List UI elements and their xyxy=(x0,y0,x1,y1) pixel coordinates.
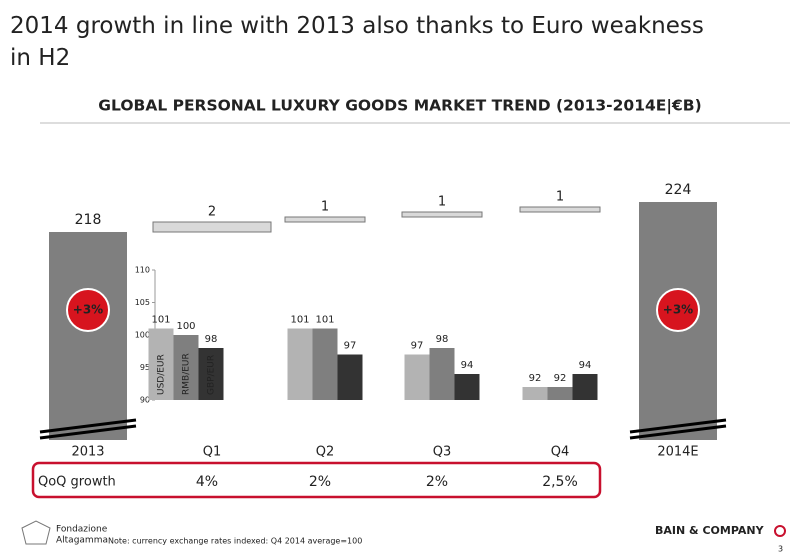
x-tick-label: 2014E xyxy=(657,445,698,460)
value-label: 98 xyxy=(436,334,449,345)
value-label: 94 xyxy=(579,360,592,371)
value-label: 94 xyxy=(461,360,474,371)
x-tick-label: 2013 xyxy=(71,445,104,460)
y-tick-label: 100 xyxy=(135,331,150,340)
value-label: 101 xyxy=(315,315,334,326)
x-tick-label: Q2 xyxy=(316,445,335,460)
badge xyxy=(656,288,700,332)
increment-bar xyxy=(519,206,601,213)
bar xyxy=(337,354,363,400)
value-label: 97 xyxy=(411,341,424,352)
logo-left: Fondazione xyxy=(56,525,108,535)
bar xyxy=(547,387,573,400)
increment-bar xyxy=(284,216,366,223)
bar xyxy=(312,328,338,400)
x-tick-label: Q3 xyxy=(433,445,452,460)
page-number: 3 xyxy=(778,545,783,554)
badge-label: +3% xyxy=(73,303,103,317)
logo-left: Altagamma xyxy=(56,536,108,546)
bar xyxy=(198,348,224,400)
bar xyxy=(454,374,480,400)
value-label: 1 xyxy=(438,195,446,210)
bar xyxy=(287,328,313,400)
qoq-cell: 2% xyxy=(309,474,331,490)
increment-bar xyxy=(401,211,483,218)
legend-label: GBP/EUR xyxy=(207,355,217,395)
increment-bar xyxy=(152,221,272,233)
bar xyxy=(148,328,174,400)
logo-right: BAIN & COMPANY xyxy=(655,524,765,537)
y-tick-label: 90 xyxy=(140,396,150,405)
qoq-box xyxy=(31,461,602,499)
legend-label: RMB/EUR xyxy=(182,353,192,395)
value-label: 1 xyxy=(556,190,564,205)
logo-mark xyxy=(774,525,786,537)
value-label: 218 xyxy=(75,212,102,228)
value-label: 1 xyxy=(321,200,329,215)
badge-label: +3% xyxy=(663,303,693,317)
y-tick-label: 95 xyxy=(140,363,150,372)
badge xyxy=(66,288,110,332)
qoq-cell: 2% xyxy=(426,474,448,490)
qoq-cell: 4% xyxy=(196,474,218,490)
value-label: 97 xyxy=(344,341,357,352)
bar xyxy=(173,335,199,400)
bar xyxy=(522,387,548,400)
total-bar xyxy=(49,232,127,440)
bar xyxy=(429,348,455,400)
value-label: 2 xyxy=(208,205,216,220)
chart-title: GLOBAL PERSONAL LUXURY GOODS MARKET TREN… xyxy=(98,97,701,116)
value-label: 92 xyxy=(554,373,567,384)
note: Note: currency exchange rates indexed: Q… xyxy=(108,537,362,546)
value-label: 224 xyxy=(665,182,692,198)
axis-break xyxy=(629,418,727,440)
y-tick-label: 110 xyxy=(135,266,150,275)
value-label: 101 xyxy=(290,315,309,326)
slide-title: 2014 growth in line with 2013 also thank… xyxy=(10,13,704,71)
value-label: 98 xyxy=(205,334,218,345)
logo-icon xyxy=(21,520,51,545)
legend-label: USD/EUR xyxy=(157,354,167,395)
bar xyxy=(572,374,598,400)
value-label: 92 xyxy=(529,373,542,384)
qoq-cell: 2,5% xyxy=(542,474,578,490)
bar xyxy=(404,354,430,400)
qoq-label: QoQ growth xyxy=(38,475,116,490)
value-label: 101 xyxy=(151,315,170,326)
y-tick-label: 105 xyxy=(135,298,150,307)
value-label: 100 xyxy=(176,321,195,332)
x-tick-label: Q1 xyxy=(203,445,222,460)
axis-break xyxy=(39,418,137,440)
x-tick-label: Q4 xyxy=(551,445,570,460)
